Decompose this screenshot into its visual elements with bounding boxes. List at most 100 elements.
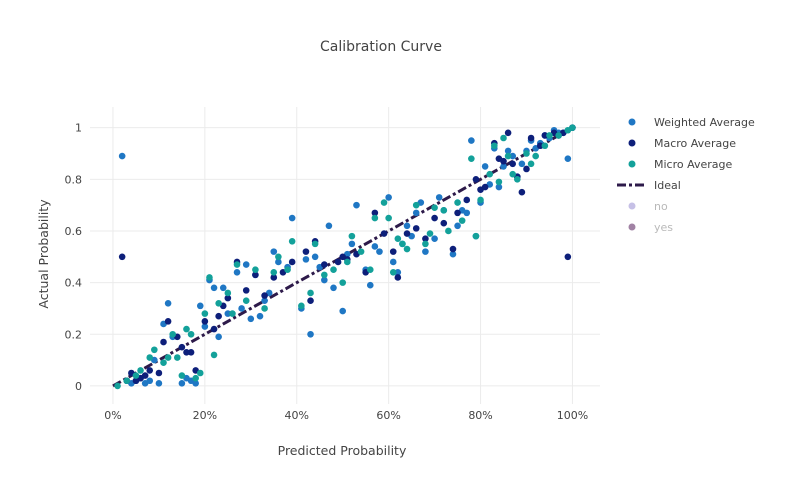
macro-average-point bbox=[210, 325, 218, 333]
macro-average-point bbox=[270, 274, 278, 281]
legend-swatch-no bbox=[628, 202, 636, 210]
weighted-average-point bbox=[463, 209, 471, 217]
macro-average-point bbox=[155, 369, 163, 377]
micro-average-point bbox=[385, 214, 392, 222]
y-axis-ticks: 0 0.2 0.4 0.6 0.8 1 bbox=[65, 122, 83, 393]
micro-average-point bbox=[275, 253, 282, 261]
micro-average-point bbox=[298, 302, 305, 310]
x-tick-label: 60% bbox=[376, 409, 400, 422]
micro-average-point bbox=[399, 240, 406, 248]
weighted-average-point bbox=[288, 214, 296, 222]
macro-average-point bbox=[518, 188, 526, 196]
macro-average-point bbox=[164, 318, 172, 325]
chart-title: Calibration Curve bbox=[320, 39, 442, 55]
macro-average-point bbox=[389, 248, 397, 255]
micro-average-point bbox=[440, 207, 448, 214]
macro-average-point bbox=[481, 183, 489, 191]
micro-average-point bbox=[412, 201, 420, 209]
micro-average-point bbox=[569, 124, 576, 131]
micro-average-point bbox=[137, 367, 144, 374]
macro-average-point bbox=[334, 258, 342, 266]
micro-average-point bbox=[192, 374, 199, 382]
macro-average-point bbox=[394, 274, 402, 281]
micro-average-point bbox=[114, 382, 121, 390]
weighted-average-point bbox=[500, 163, 507, 170]
weighted-average-point bbox=[431, 235, 438, 243]
weighted-average-point bbox=[385, 194, 392, 201]
legend-label-weighted-average: Weighted Average bbox=[654, 116, 755, 129]
x-tick-label: 80% bbox=[468, 409, 492, 422]
micro-average-point bbox=[132, 372, 140, 379]
weighted-average-point bbox=[321, 276, 328, 284]
micro-average-point bbox=[343, 258, 351, 266]
x-tick-label: 100% bbox=[557, 409, 588, 422]
micro-average-point bbox=[201, 310, 209, 317]
micro-average-point bbox=[426, 230, 434, 237]
legend-swatch-macro-average bbox=[628, 139, 636, 147]
micro-average-point bbox=[394, 235, 402, 243]
micro-average-point bbox=[445, 227, 452, 235]
macro-average-point bbox=[440, 219, 448, 227]
micro-average-point bbox=[187, 330, 195, 338]
weighted-average-point bbox=[412, 209, 420, 217]
micro-average-point bbox=[357, 248, 365, 255]
macro-average-point bbox=[242, 287, 250, 294]
weighted-average-point bbox=[353, 201, 360, 209]
macro-average-point bbox=[536, 142, 544, 150]
legend: Weighted Average Macro Average Micro Avera… bbox=[617, 116, 755, 234]
weighted-average-point bbox=[275, 258, 282, 266]
weighted-average-point bbox=[256, 312, 264, 320]
micro-average-point bbox=[261, 305, 268, 312]
micro-average-point bbox=[458, 217, 466, 224]
ideal-line bbox=[112, 126, 574, 388]
micro-average-point bbox=[366, 266, 374, 274]
micro-average-point bbox=[123, 377, 131, 385]
macro-average-point bbox=[302, 248, 310, 255]
weighted-average-point bbox=[201, 323, 209, 330]
y-tick-label: 1 bbox=[75, 122, 82, 135]
weighted-average-point bbox=[468, 137, 475, 144]
weighted-average-point bbox=[270, 248, 278, 255]
macro-average-point bbox=[431, 214, 438, 222]
legend-label-macro-average: Macro Average bbox=[654, 137, 736, 150]
weighted-average-point bbox=[178, 380, 186, 387]
weighted-average-point bbox=[261, 297, 268, 304]
weighted-average-point bbox=[389, 258, 397, 266]
weighted-average-point bbox=[164, 299, 172, 307]
weighted-average-point bbox=[449, 250, 457, 258]
weighted-average-point bbox=[435, 194, 443, 201]
weighted-average-point bbox=[325, 222, 333, 230]
weighted-average-point bbox=[403, 222, 411, 230]
legend-label-ideal: Ideal bbox=[654, 179, 681, 192]
weighted-average-point bbox=[118, 152, 126, 160]
y-axis-label: Actual Probability bbox=[36, 199, 51, 309]
micro-average-point bbox=[541, 142, 549, 150]
weighted-average-point bbox=[330, 284, 337, 292]
weighted-average-point bbox=[196, 302, 204, 310]
macro-average-point bbox=[321, 261, 328, 268]
x-tick-label: 20% bbox=[193, 409, 217, 422]
micro-average-point bbox=[486, 170, 494, 178]
macro-average-point bbox=[371, 209, 379, 217]
micro-average-point bbox=[509, 170, 517, 178]
weighted-average-point bbox=[146, 377, 154, 385]
micro-average-point bbox=[233, 261, 241, 268]
x-axis-label: Predicted Probability bbox=[278, 443, 407, 458]
weighted-average-point bbox=[394, 268, 402, 276]
micro-average-point bbox=[164, 354, 172, 361]
weighted-average-point bbox=[302, 256, 310, 263]
micro-average-point bbox=[546, 132, 553, 139]
weighted-average-point bbox=[219, 284, 227, 292]
weighted-average-point bbox=[311, 253, 319, 261]
micro-average-point bbox=[242, 297, 250, 304]
legend-swatch-yes bbox=[628, 223, 636, 231]
micro-average-point bbox=[389, 268, 397, 276]
weighted-average-point bbox=[495, 183, 503, 191]
macro-average-point bbox=[380, 230, 388, 237]
macro-average-point bbox=[509, 160, 517, 168]
macro-average-point bbox=[523, 165, 530, 173]
macro-average-point bbox=[527, 134, 535, 142]
micro-average-point bbox=[491, 142, 498, 150]
weighted-average-point bbox=[376, 248, 383, 255]
